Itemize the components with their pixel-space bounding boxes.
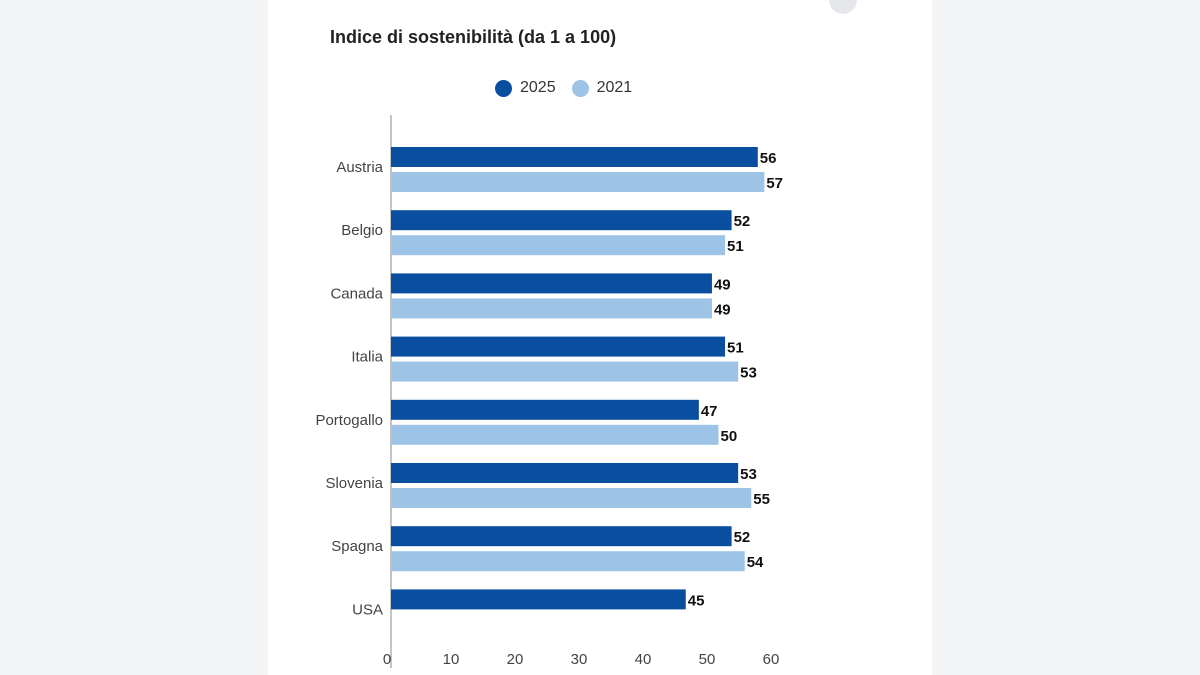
x-tick-label: 50 bbox=[699, 651, 716, 668]
data-label: 51 bbox=[727, 238, 744, 255]
x-tick-label: 40 bbox=[635, 651, 652, 668]
data-label: 52 bbox=[734, 529, 751, 546]
category-label: Canada bbox=[330, 285, 383, 302]
legend-label: 2025 bbox=[520, 79, 556, 96]
bar-2025 bbox=[391, 589, 686, 610]
data-label: 57 bbox=[766, 175, 783, 192]
bar-2021 bbox=[391, 488, 752, 508]
bar-2025 bbox=[391, 210, 732, 231]
x-tick-label: 10 bbox=[443, 651, 460, 668]
category-label: Italia bbox=[351, 349, 383, 366]
chart-title: Indice di sostenibilità (da 1 a 100) bbox=[330, 27, 617, 47]
bar-2025 bbox=[391, 147, 758, 167]
data-label: 52 bbox=[734, 213, 751, 230]
data-label: 51 bbox=[727, 340, 744, 357]
data-label: 54 bbox=[747, 554, 764, 571]
x-tick-label: 30 bbox=[571, 651, 588, 668]
legend-dot-icon bbox=[495, 79, 512, 97]
bar-2021 bbox=[391, 298, 712, 319]
category-label: USA bbox=[352, 601, 383, 618]
bar-2025 bbox=[391, 336, 726, 357]
data-label: 49 bbox=[714, 301, 731, 318]
bar-2025 bbox=[391, 399, 699, 420]
data-label: 50 bbox=[721, 428, 738, 445]
data-label: 56 bbox=[760, 150, 777, 167]
bar-2025 bbox=[391, 463, 739, 483]
category-label: Portogallo bbox=[315, 412, 383, 429]
bar-2021 bbox=[391, 361, 739, 382]
category-label: Belgio bbox=[341, 222, 383, 239]
category-label: Austria bbox=[336, 159, 383, 176]
x-tick-label: 60 bbox=[763, 651, 780, 668]
data-label: 45 bbox=[688, 592, 705, 609]
bar-2021 bbox=[391, 172, 765, 192]
legend-item-2021[interactable]: 2021 bbox=[571, 79, 633, 97]
bar-2025 bbox=[391, 526, 732, 547]
data-label: 47 bbox=[701, 403, 718, 420]
bar-2021 bbox=[391, 424, 719, 445]
data-label: 55 bbox=[753, 491, 770, 508]
x-tick-label: 20 bbox=[507, 651, 524, 668]
menu-button[interactable] bbox=[829, 0, 857, 14]
bar-2021 bbox=[391, 551, 745, 572]
data-label: 53 bbox=[740, 466, 757, 483]
legend-item-2025[interactable]: 2025 bbox=[495, 79, 556, 97]
legend: 2025 2021 bbox=[495, 79, 632, 97]
data-label: 53 bbox=[740, 365, 757, 382]
data-label: 49 bbox=[714, 276, 731, 293]
legend-dot-icon bbox=[571, 79, 589, 97]
category-label: Spagna bbox=[331, 538, 383, 555]
x-tick-label: 0 bbox=[383, 651, 391, 668]
category-label: Slovenia bbox=[325, 475, 383, 492]
legend-label: 2021 bbox=[596, 79, 633, 96]
bar-2021 bbox=[391, 235, 726, 256]
bar-2025 bbox=[391, 273, 712, 294]
